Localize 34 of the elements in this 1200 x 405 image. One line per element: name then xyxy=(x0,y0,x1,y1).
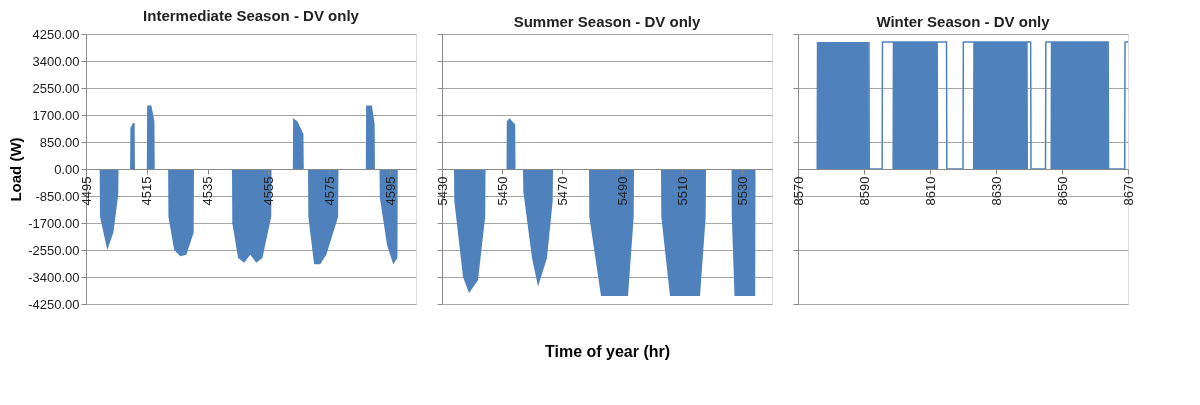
y-tick-label: 0.00 xyxy=(54,161,80,177)
x-tick-label: 5530 xyxy=(734,176,750,206)
x-tick-label: 4535 xyxy=(200,176,216,206)
y-tick-label: -2550.00 xyxy=(28,242,80,258)
x-tick-label: 8670 xyxy=(1120,176,1136,206)
x-tick-label: 5510 xyxy=(674,176,690,206)
x-tick-label: 4495 xyxy=(78,176,94,206)
y-tick-label: -4250.00 xyxy=(28,296,80,312)
x-tick-label: 4595 xyxy=(382,176,398,206)
x-tick-label: 5470 xyxy=(554,176,570,206)
x-tick-label: 4575 xyxy=(321,176,337,206)
x-axis-title: Time of year (hr) xyxy=(544,343,671,361)
chart-title: Intermediate Season - DV only xyxy=(143,7,360,24)
y-tick-label: 3400.00 xyxy=(32,53,80,69)
x-tick-label: 5450 xyxy=(494,176,510,206)
x-tick-label: 8590 xyxy=(856,176,872,206)
x-tick-label: 8630 xyxy=(988,176,1004,206)
y-tick-label: -3400.00 xyxy=(28,269,80,285)
x-tick-label: 8650 xyxy=(1054,176,1070,206)
x-tick-label: 4555 xyxy=(260,176,276,206)
x-tick-label: 5430 xyxy=(434,176,450,206)
x-tick-label: 8610 xyxy=(922,176,938,206)
y-axis-title: Load (W) xyxy=(7,137,25,202)
chart-title: Summer Season - DV only xyxy=(513,12,702,30)
x-tick-label: 8570 xyxy=(790,176,806,206)
y-tick-label: 2550.00 xyxy=(32,80,80,96)
x-tick-label: 5490 xyxy=(614,176,630,206)
y-tick-label: 850.00 xyxy=(39,134,80,150)
y-tick-label: -850.00 xyxy=(35,188,80,204)
y-tick-label: 4250.00 xyxy=(32,26,80,42)
y-tick-label: 1700.00 xyxy=(32,107,80,123)
x-tick-label: 4515 xyxy=(139,176,155,206)
chart-title: Winter Season - DV only xyxy=(876,12,1051,30)
y-tick-label: -1700.00 xyxy=(28,215,80,231)
